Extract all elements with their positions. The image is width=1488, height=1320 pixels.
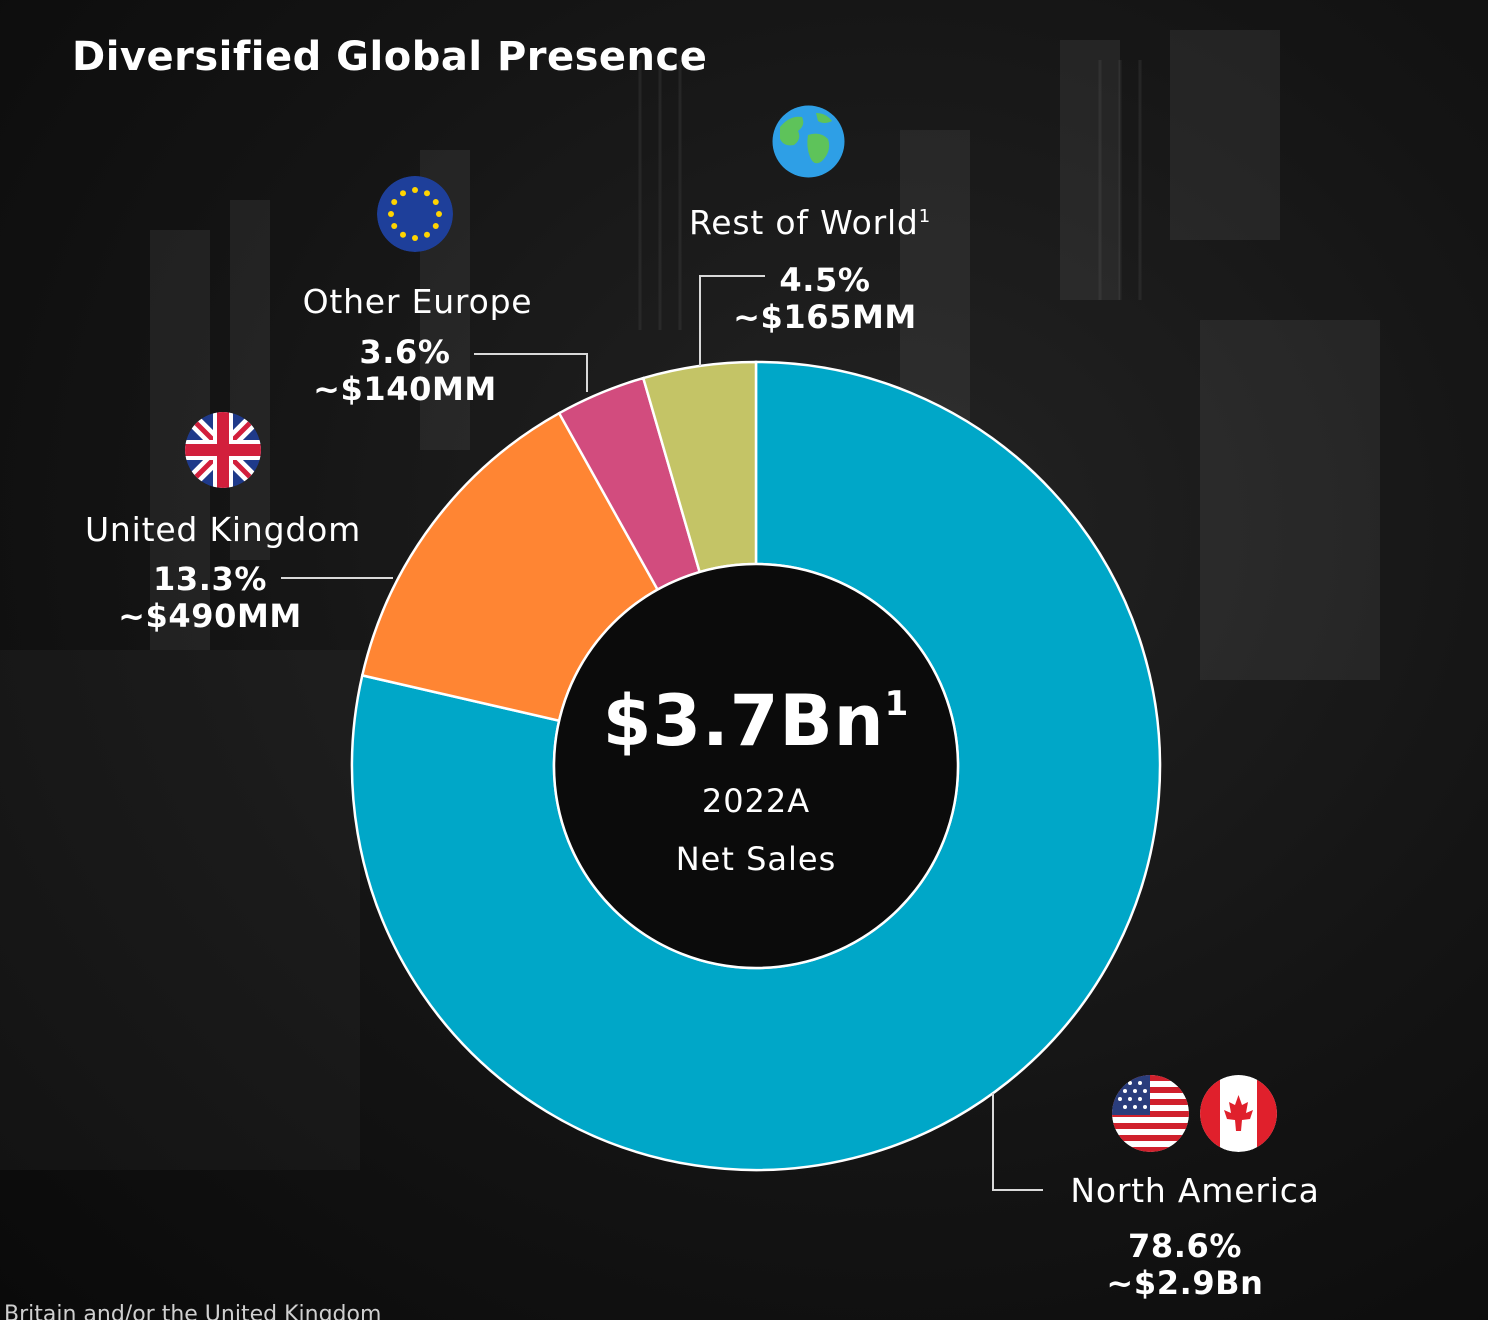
eu-star [424,231,430,238]
label-north-america: North America [1050,1172,1340,1210]
bg-furniture [0,650,360,1170]
leader-line-other-europe [474,353,588,392]
leader-line-rest-of-world [699,275,765,366]
donut-center-hole [552,562,960,970]
eu-star [391,199,398,205]
eu-star [436,211,442,217]
donut-slices [350,360,1162,1172]
label-united-kingdom: United Kingdom [66,511,380,549]
eu-star [391,223,398,229]
us-flag-icon [1112,1075,1189,1152]
segment-percent: 78.6% [1127,1227,1242,1265]
label-rest-of-world: Rest of World1 [660,204,960,242]
eu-star [400,190,406,197]
eu-star [388,211,394,217]
center-year: 2022A [701,782,811,820]
label-other-europe-values: 3.6% ~$140MM [310,334,500,408]
label-rest-of-world-values: 4.5% ~$165MM [730,262,920,336]
canada-flag-icon [1200,1075,1277,1152]
segment-amount: ~$140MM [313,369,497,408]
segment-percent: 3.6% [359,333,451,371]
segment-percent: 13.3% [152,560,267,598]
eu-star [432,199,439,205]
center-caption: Net Sales [675,840,837,878]
segment-name: North America [1070,1171,1320,1210]
segment-amount: ~$490MM [118,596,302,635]
label-other-europe: Other Europe [280,283,555,321]
bg-wall-letter [230,200,270,560]
segment-name: Other Europe [302,282,533,321]
segment-name: Rest of World1 [689,203,931,242]
leader-lines [281,275,1043,1191]
eu-star [432,223,439,229]
eu-star [412,235,418,241]
bg-wall-letter [1200,320,1380,680]
segment-percent: 4.5% [779,261,871,299]
footnote-text: Britain and/or the United Kingdom [4,1302,382,1320]
globe-icon [772,105,845,178]
label-north-america-values: 78.6% ~$2.9Bn [1090,1228,1280,1302]
bg-wall-letter [1060,40,1120,300]
segment-amount: ~$2.9Bn [1106,1263,1264,1302]
eu-star [412,187,418,193]
uk-flag-icon [185,412,261,488]
slide-title: Diversified Global Presence [72,34,708,80]
eu-star [400,231,406,238]
label-united-kingdom-values: 13.3% ~$490MM [110,561,310,635]
segment-name: United Kingdom [84,510,362,549]
eu-star [424,190,430,197]
center-total: $3.7Bn1 [602,680,910,762]
segment-amount: ~$165MM [733,297,917,336]
eu-flag-icon [377,176,453,252]
bg-wall-letter [1170,30,1280,240]
leader-line-north-america [992,1093,1043,1191]
